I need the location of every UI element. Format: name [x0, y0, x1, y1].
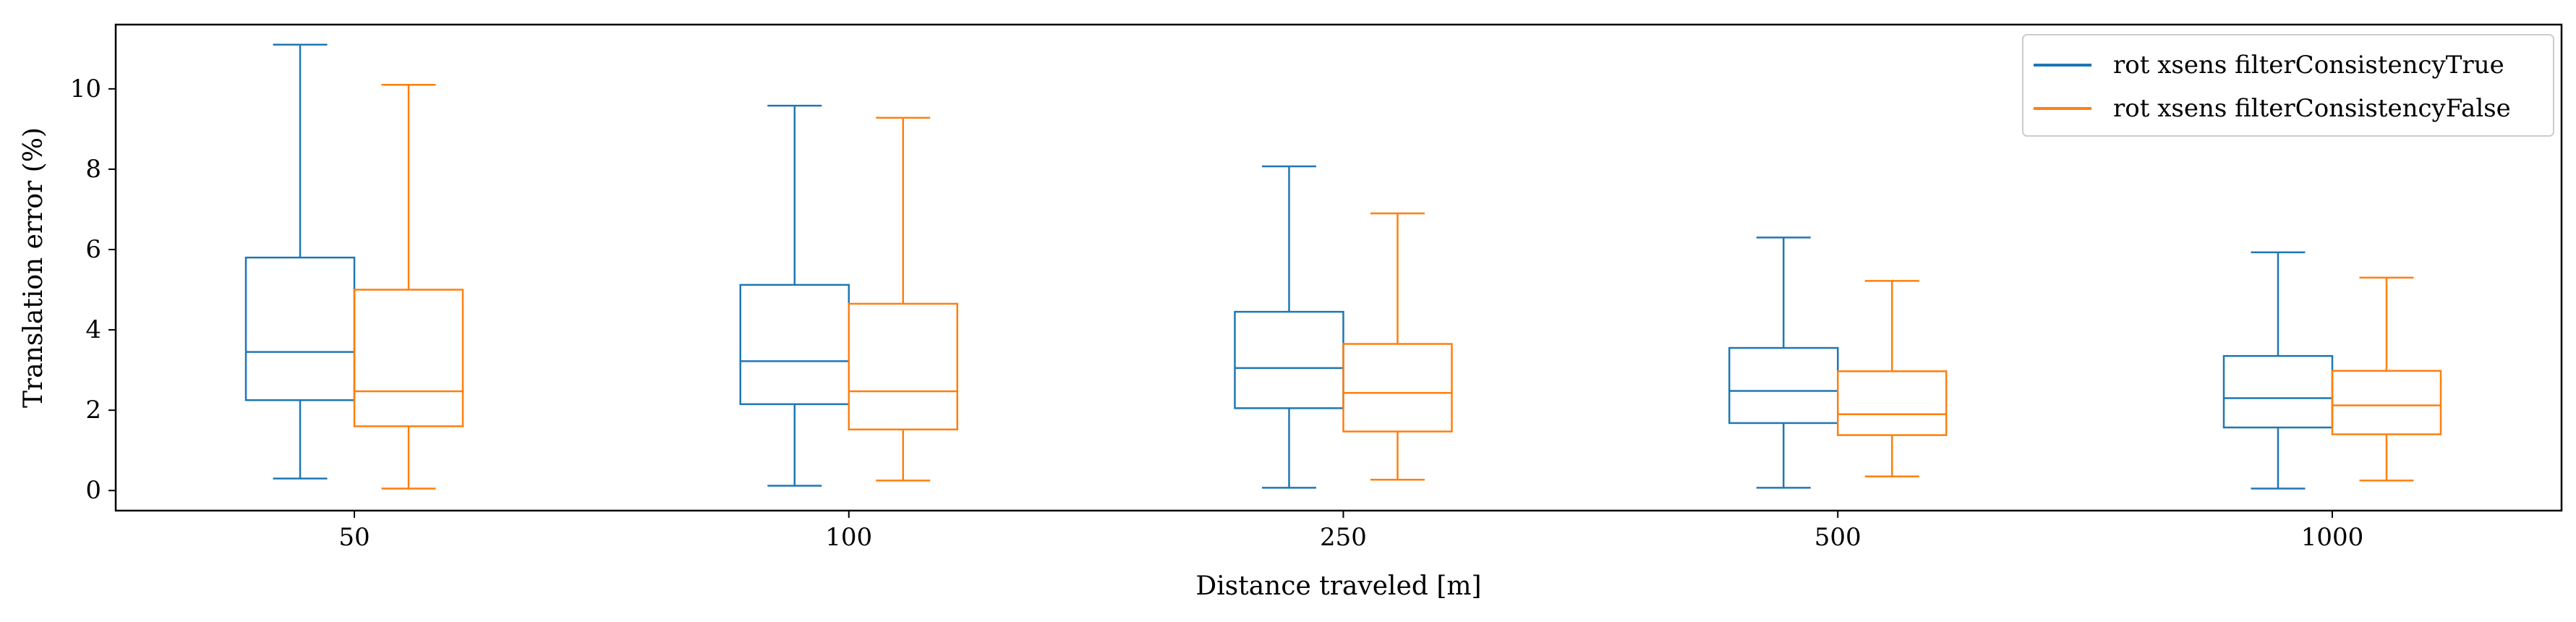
x-axis-label: Distance traveled [m]	[1195, 571, 1481, 601]
y-axis: 0 2 4 6 8 10	[70, 74, 116, 505]
y-axis-label: Translation error (%)	[19, 127, 48, 408]
interquartile-box	[1344, 344, 1452, 432]
series-2	[354, 85, 2441, 488]
box-1000-series-1	[2224, 252, 2332, 489]
x-tick-label-1000: 1000	[2301, 523, 2364, 552]
interquartile-box	[246, 257, 354, 400]
y-tick-label-8: 8	[85, 155, 101, 184]
x-tick-label-100: 100	[825, 523, 872, 552]
interquartile-box	[1838, 371, 1946, 435]
box-50-series-1	[246, 45, 354, 479]
x-tick-label-500: 500	[1814, 523, 1861, 552]
y-tick-label-4: 4	[85, 315, 101, 344]
box-1000-series-2	[2332, 278, 2441, 480]
series-1	[246, 45, 2332, 489]
box-100-series-2	[849, 118, 958, 481]
interquartile-box	[1729, 348, 1838, 423]
legend-label-series-2: rot xsens filterConsistencyFalse	[2113, 94, 2511, 123]
y-tick-label-10: 10	[70, 74, 101, 103]
legend-label-series-1: rot xsens filterConsistencyTrue	[2113, 51, 2504, 80]
interquartile-box	[849, 304, 958, 430]
box-250-series-2	[1344, 213, 1452, 480]
interquartile-box	[741, 285, 849, 404]
box-500-series-2	[1838, 281, 1946, 476]
interquartile-box	[354, 290, 463, 427]
x-tick-label-250: 250	[1320, 523, 1367, 552]
box-50-series-2	[354, 85, 463, 488]
x-tick-label-50: 50	[338, 523, 370, 552]
x-axis: 50 100 250 500 1000	[338, 511, 2363, 552]
interquartile-box	[2332, 371, 2441, 435]
y-tick-label-6: 6	[85, 235, 101, 264]
interquartile-box	[1235, 312, 1344, 408]
y-tick-label-2: 2	[85, 396, 101, 425]
y-tick-label-0: 0	[85, 476, 101, 505]
box-500-series-1	[1729, 237, 1838, 487]
box-100-series-1	[741, 106, 849, 485]
interquartile-box	[2224, 356, 2332, 427]
box-250-series-1	[1235, 166, 1344, 487]
legend: rot xsens filterConsistencyTrue rot xsens…	[2023, 35, 2554, 136]
